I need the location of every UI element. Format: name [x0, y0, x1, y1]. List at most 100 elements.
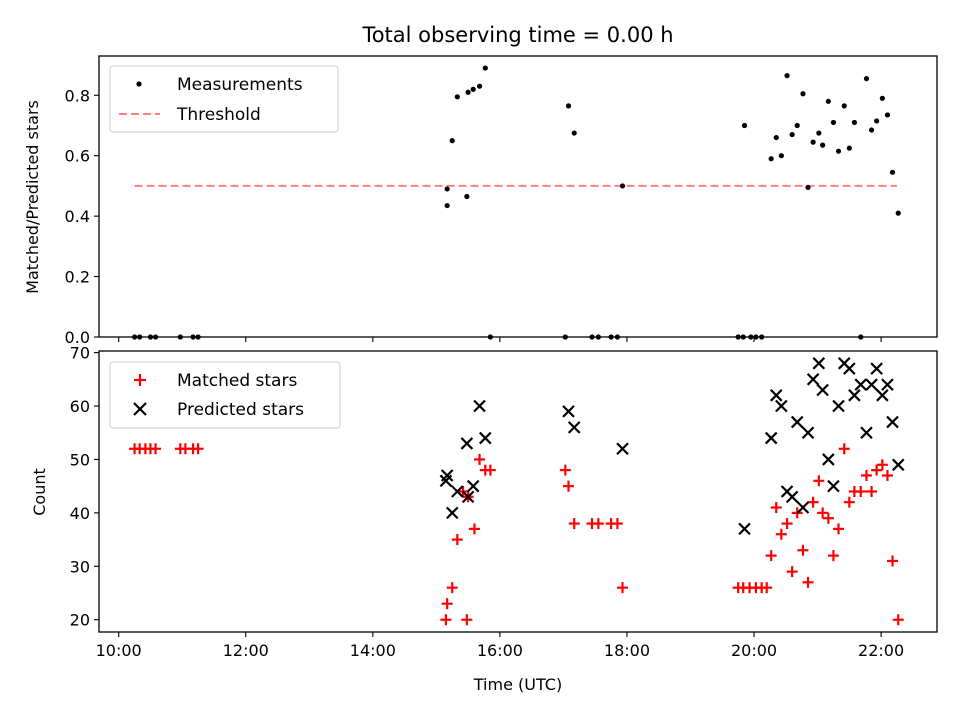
predicted-star-point: [848, 389, 861, 402]
predicted-star-point: [843, 362, 856, 375]
measurement-point: [464, 193, 470, 200]
bottom-ylabel: Count: [30, 468, 49, 516]
measurement-point: [846, 145, 852, 151]
matched-star-point: [802, 576, 814, 588]
predicted-star-point: [785, 490, 799, 504]
measurement-point: [778, 153, 784, 159]
matched-star-point: [822, 512, 834, 524]
x-tick-label: 14:00: [350, 641, 396, 660]
predicted-star-point: [775, 399, 788, 413]
measurement-point: [868, 127, 875, 133]
x-tick-label: 16:00: [477, 641, 523, 660]
measurement-point: [851, 119, 858, 126]
matched-star-point: [770, 502, 782, 514]
predicted-star-point: [854, 378, 868, 391]
legend-label-measurements: Measurements: [177, 75, 303, 95]
predicted-star-point: [860, 426, 873, 440]
predicted-star-point: [891, 458, 905, 472]
matched-star-point: [592, 518, 604, 530]
predicted-star-point: [738, 522, 751, 536]
top-y-tick-label: 0.6: [65, 147, 90, 166]
predicted-star-point: [822, 453, 835, 466]
measurement-point: [816, 130, 822, 136]
matched-star-point: [468, 523, 480, 535]
bottom-y-tick-label: 50: [70, 450, 90, 469]
matched-star-point: [860, 469, 872, 481]
matched-star-point: [563, 480, 575, 492]
matched-star-point: [611, 518, 623, 530]
top-y-tick-label: 0.4: [65, 207, 90, 226]
matched-star-points: [129, 443, 904, 626]
bottom-legend: Matched stars Predicted stars: [109, 361, 341, 429]
predicted-star-point: [616, 442, 629, 456]
chart-title: Total observing time = 0.00 h: [361, 23, 673, 47]
matched-star-point: [150, 443, 162, 455]
predicted-star-point: [801, 426, 815, 440]
measurement-point: [454, 94, 460, 100]
matched-star-point: [813, 475, 825, 487]
measurement-point: [482, 65, 488, 71]
measurement-point: [895, 210, 901, 216]
predicted-star-point: [816, 383, 829, 397]
matched-star-point: [192, 443, 204, 455]
measurement-point: [810, 139, 816, 145]
measurement-point: [820, 142, 826, 148]
matched-star-point: [474, 453, 486, 465]
measurement-point: [741, 122, 748, 129]
bottom-xlabel: Time (UTC): [473, 675, 562, 694]
measurement-point: [884, 112, 891, 118]
matched-star-point: [876, 459, 888, 471]
legend-marker-matched: [134, 374, 146, 386]
predicted-star-point: [790, 415, 804, 429]
legend-marker-measurements: [136, 81, 142, 87]
matched-star-point: [786, 566, 798, 578]
predicted-star-point: [479, 431, 492, 445]
measurement-point: [825, 98, 831, 104]
measurement-point: [874, 118, 880, 124]
measurement-point: [789, 131, 795, 138]
matched-star-point: [838, 443, 850, 455]
matched-star-point: [781, 518, 793, 530]
measurement-point: [465, 89, 471, 95]
measurement-point: [805, 184, 811, 191]
measurement-point: [768, 156, 774, 162]
top-y-tick-label: 0.0: [65, 328, 90, 347]
predicted-star-point: [466, 479, 480, 493]
top-panel: Matched/Predicted stars 0.00.20.40.60.8 …: [23, 55, 938, 347]
matched-star-point: [797, 544, 809, 556]
legend-marker-predicted: [133, 402, 147, 416]
bottom-y-tick-label: 30: [70, 557, 90, 576]
matched-star-point: [892, 614, 904, 626]
predicted-star-point: [832, 399, 845, 413]
matched-star-point: [761, 582, 773, 594]
predicted-star-point: [870, 362, 883, 375]
matched-star-point: [833, 523, 845, 535]
matched-star-point: [871, 464, 883, 476]
matched-star-point: [765, 550, 777, 562]
x-tick-label: 12:00: [223, 641, 269, 660]
measurement-point: [889, 169, 896, 175]
matched-star-point: [461, 614, 473, 626]
bottom-ticks: 10:00 12:00 14:00 16:00 18:00 20:00 22:00 20 30 4…: [70, 344, 905, 660]
legend-label-matched: Matched stars: [177, 371, 297, 391]
top-axes-frame: [98, 55, 938, 338]
predicted-star-point: [812, 357, 826, 370]
measurement-point: [449, 138, 455, 144]
predicted-star-point: [440, 469, 454, 482]
matched-star-point: [451, 534, 463, 546]
legend-label-predicted: Predicted stars: [177, 400, 304, 420]
matched-star-point: [484, 464, 496, 476]
matched-star-point: [568, 518, 580, 530]
predicted-star-point: [806, 373, 820, 386]
measurement-point: [476, 83, 483, 89]
x-tick-label: 22:00: [858, 641, 904, 660]
predicted-star-point: [796, 501, 810, 514]
matched-star-point: [843, 496, 855, 508]
bottom-y-tick-label: 40: [70, 504, 90, 523]
matched-star-point: [881, 469, 893, 481]
bottom-y-tick-label: 20: [70, 611, 90, 630]
measurement-point: [830, 119, 837, 126]
predicted-star-point: [562, 405, 575, 418]
top-ticks: 0.0 0.2 0.4 0.6 0.8: [65, 86, 882, 347]
